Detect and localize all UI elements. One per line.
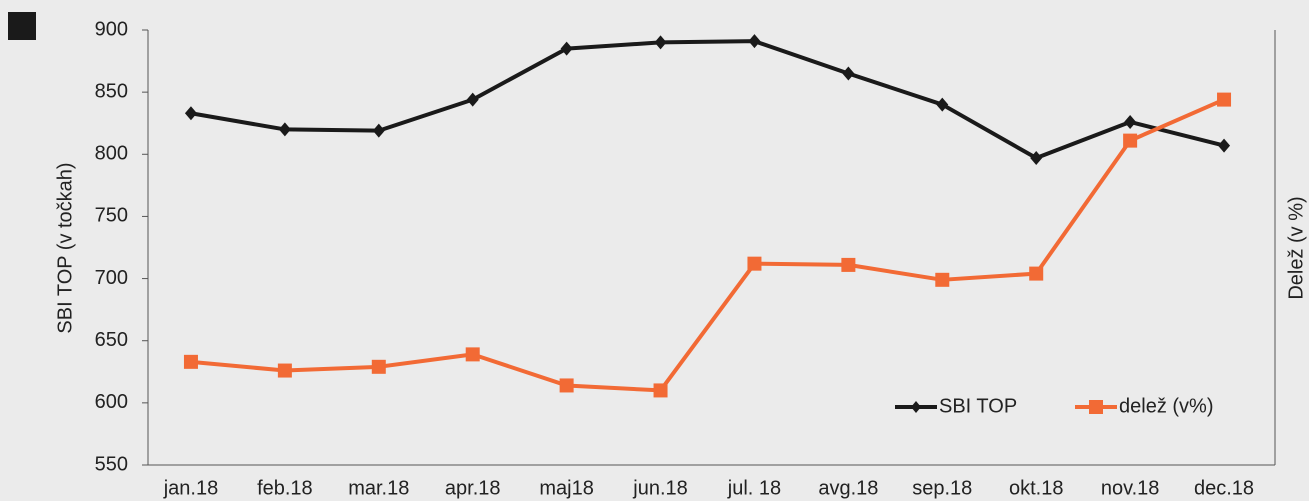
legend-label: delež (v%): [1119, 395, 1213, 417]
marker: [654, 35, 667, 50]
series-line: [190, 97, 1225, 393]
y-tick-label: 750: [95, 205, 128, 227]
marker: [936, 97, 949, 112]
marker: [371, 359, 386, 374]
marker: [183, 354, 198, 369]
marker: [1217, 92, 1232, 107]
marker: [1030, 151, 1043, 166]
x-tick-label: feb.18: [257, 477, 313, 499]
marker: [560, 41, 573, 56]
x-tick-label: sep.18: [912, 477, 972, 499]
marker: [747, 256, 762, 271]
marker: [935, 272, 950, 287]
marker: [842, 66, 855, 81]
y2-axis-label: Delež (v %): [1285, 196, 1307, 299]
x-tick-label: jan.18: [163, 477, 219, 499]
marker: [372, 123, 385, 138]
marker: [278, 122, 291, 137]
y-axis-label: SBI TOP (v točkah): [54, 162, 76, 333]
marker: [184, 106, 197, 121]
x-tick-label: mar.18: [348, 477, 409, 499]
marker: [1123, 133, 1138, 148]
legend-marker: [911, 401, 921, 413]
legend-marker: [1089, 400, 1103, 414]
y-tick-label: 700: [95, 267, 128, 289]
y-tick-label: 850: [95, 80, 128, 102]
y-tick-label: 800: [95, 143, 128, 165]
y-tick-label: 650: [95, 329, 128, 351]
x-tick-label: nov.18: [1101, 477, 1160, 499]
marker: [748, 34, 761, 49]
x-tick-label: jun.18: [632, 477, 688, 499]
marker: [466, 92, 479, 107]
x-tick-label: avg.18: [818, 477, 878, 499]
x-tick-label: okt.18: [1009, 477, 1063, 499]
marker: [653, 383, 668, 398]
legend-label: SBI TOP: [939, 395, 1017, 417]
marker: [1124, 114, 1137, 129]
marker: [841, 257, 856, 272]
corner-square: [8, 12, 36, 40]
marker: [465, 347, 480, 362]
y-tick-label: 550: [95, 453, 128, 475]
y-tick-label: 600: [95, 391, 128, 413]
series-line: [190, 39, 1225, 161]
marker: [277, 363, 292, 378]
x-tick-label: dec.18: [1194, 477, 1254, 499]
x-tick-label: jul. 18: [727, 477, 781, 499]
marker: [1029, 266, 1044, 281]
marker: [559, 378, 574, 393]
x-tick-label: maj18: [539, 477, 593, 499]
marker: [1218, 138, 1231, 153]
y-tick-label: 900: [95, 18, 128, 40]
x-tick-label: apr.18: [445, 477, 501, 499]
